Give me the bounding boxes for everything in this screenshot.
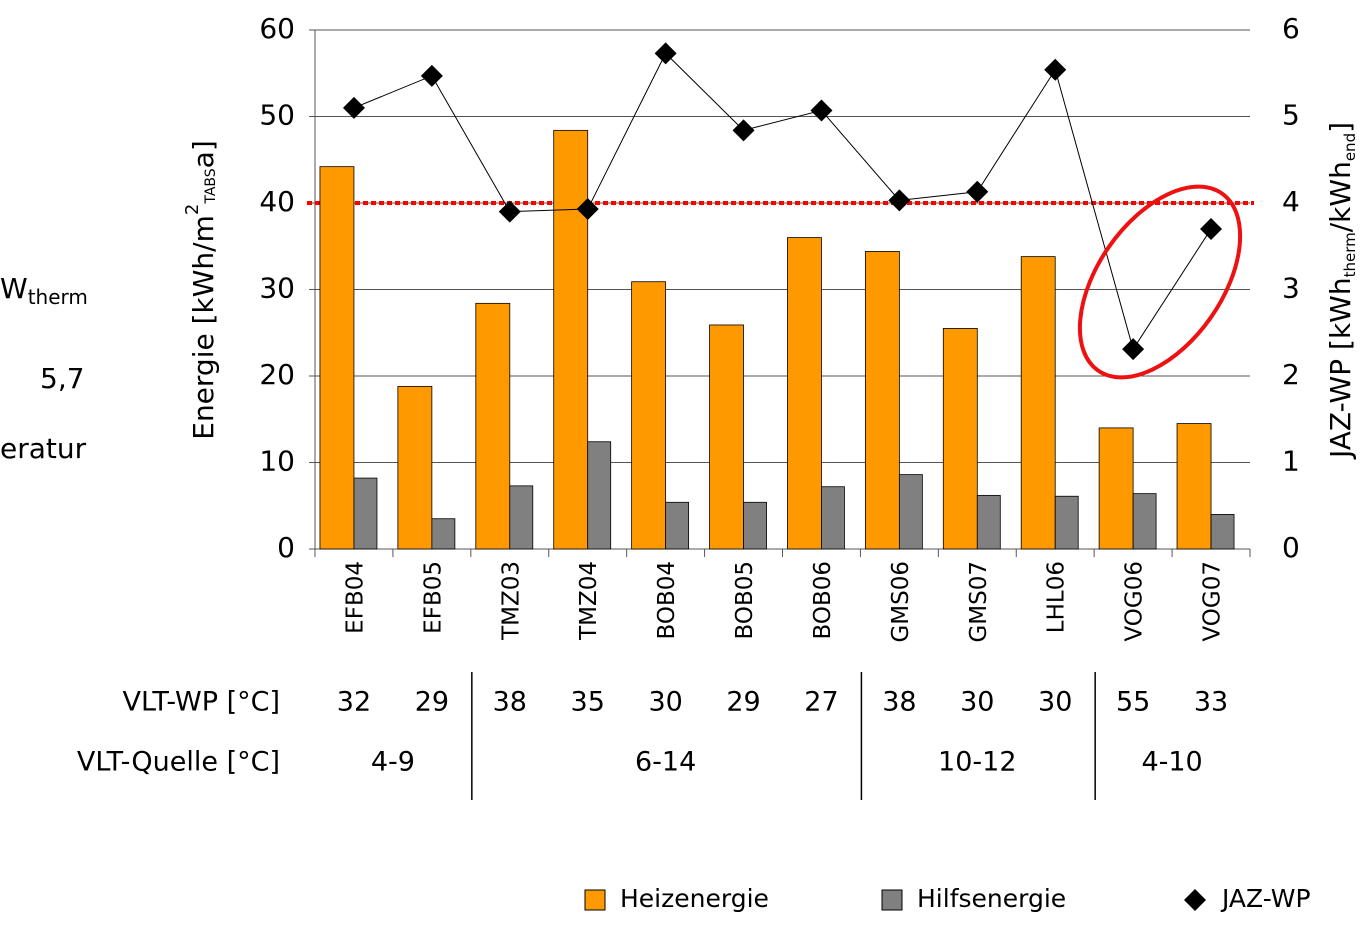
table-cell: 30 [960, 687, 994, 718]
bar [1176, 423, 1212, 550]
bar [709, 324, 744, 550]
y-tick-label: 30 [259, 272, 295, 305]
y2-tick-label: 1 [1282, 445, 1300, 478]
marker [420, 64, 443, 87]
y2-tick-label: 6 [1282, 12, 1300, 45]
bar [553, 129, 589, 550]
x-tick-label: EFB05 [420, 561, 446, 634]
x-tick-label: BOB05 [732, 561, 758, 640]
x-tick-label: VOG06 [1122, 561, 1148, 642]
legend-swatch [584, 889, 606, 911]
bar [787, 237, 822, 550]
marker [654, 42, 677, 65]
y-tick-label: 20 [259, 358, 295, 391]
table-cell: 30 [648, 687, 682, 718]
legend-label: Heizenergie [620, 884, 769, 913]
marker [1122, 338, 1145, 361]
x-tick-label: VOG07 [1200, 561, 1226, 642]
highlight-ellipse [1077, 184, 1243, 380]
marker [1044, 58, 1067, 81]
table-cell: 35 [571, 687, 605, 718]
y2-tick-label: 0 [1282, 531, 1300, 564]
y-tick-label: 10 [259, 445, 295, 478]
bar [942, 328, 978, 550]
table-cell: 6-14 [635, 747, 696, 778]
y-axis-title: Energie [kWh/m2TABSa] [182, 140, 220, 440]
bar [319, 166, 355, 550]
bar [743, 501, 767, 550]
table-cell: 38 [882, 687, 916, 718]
table-cell: 27 [804, 687, 838, 718]
cropped-text: Wtherm [0, 272, 88, 309]
table-cell: 30 [1038, 687, 1072, 718]
table-cell: 29 [726, 687, 760, 718]
bar [631, 281, 667, 550]
table-cell: 33 [1194, 687, 1228, 718]
marker [342, 96, 365, 119]
table-cell: 4-10 [1141, 747, 1202, 778]
x-tick-label: BOB04 [654, 561, 680, 640]
bar [1210, 514, 1235, 550]
row-label: VLT-WP [°C] [123, 687, 280, 718]
bar [1054, 495, 1079, 550]
y2-tick-label: 5 [1282, 99, 1300, 132]
table-cell: 38 [493, 687, 527, 718]
x-tick-label: BOB06 [810, 561, 836, 640]
line [353, 52, 1212, 351]
bar [821, 486, 845, 550]
x-tick-label: GMS06 [888, 561, 914, 643]
cropped-text: 5,7 [40, 362, 85, 395]
bar [353, 477, 378, 550]
legend-label: Hilfsenergie [917, 884, 1066, 913]
marker [1200, 217, 1223, 240]
bar [665, 501, 690, 550]
x-tick-label: EFB04 [342, 561, 368, 634]
bar [1098, 427, 1134, 550]
y-tick-label: 40 [259, 185, 295, 218]
marker [498, 200, 521, 223]
y-tick-label: 60 [259, 12, 295, 45]
table-cell: 29 [415, 687, 449, 718]
y2-tick-label: 3 [1282, 272, 1300, 305]
y-tick-label: 0 [277, 531, 295, 564]
marker [888, 189, 911, 212]
row-label: VLT-Quelle [°C] [77, 747, 280, 778]
marker [576, 198, 599, 221]
y2-tick-label: 4 [1282, 185, 1300, 218]
bar [976, 494, 1001, 550]
marker [732, 119, 755, 142]
table-cell: 10-12 [938, 747, 1016, 778]
cropped-text: eratur [0, 432, 87, 465]
y-tick-label: 50 [259, 99, 295, 132]
table-cell: 4-9 [371, 747, 415, 778]
x-tick-label: TMZ04 [576, 561, 602, 641]
marker [810, 99, 833, 122]
legend-swatch [881, 889, 903, 911]
x-tick-label: GMS07 [966, 561, 992, 643]
table-cell: 55 [1116, 687, 1150, 718]
bar [475, 302, 511, 550]
bar [587, 441, 612, 550]
legend-marker [1184, 889, 1206, 911]
bar [898, 474, 923, 550]
table-cell: 32 [337, 687, 371, 718]
x-tick-label: TMZ03 [498, 561, 524, 641]
bar [864, 251, 900, 550]
marker [966, 180, 989, 203]
bar [431, 518, 456, 550]
y2-axis-title: JAZ-WP [kWhtherm/kWhend] [1324, 122, 1359, 460]
bar [509, 485, 534, 550]
y2-tick-label: 2 [1282, 358, 1300, 391]
bar [1132, 493, 1157, 550]
x-tick-label: LHL06 [1044, 561, 1070, 633]
legend-label: JAZ-WP [1220, 884, 1311, 913]
bar [397, 385, 433, 550]
bar [1020, 256, 1056, 550]
